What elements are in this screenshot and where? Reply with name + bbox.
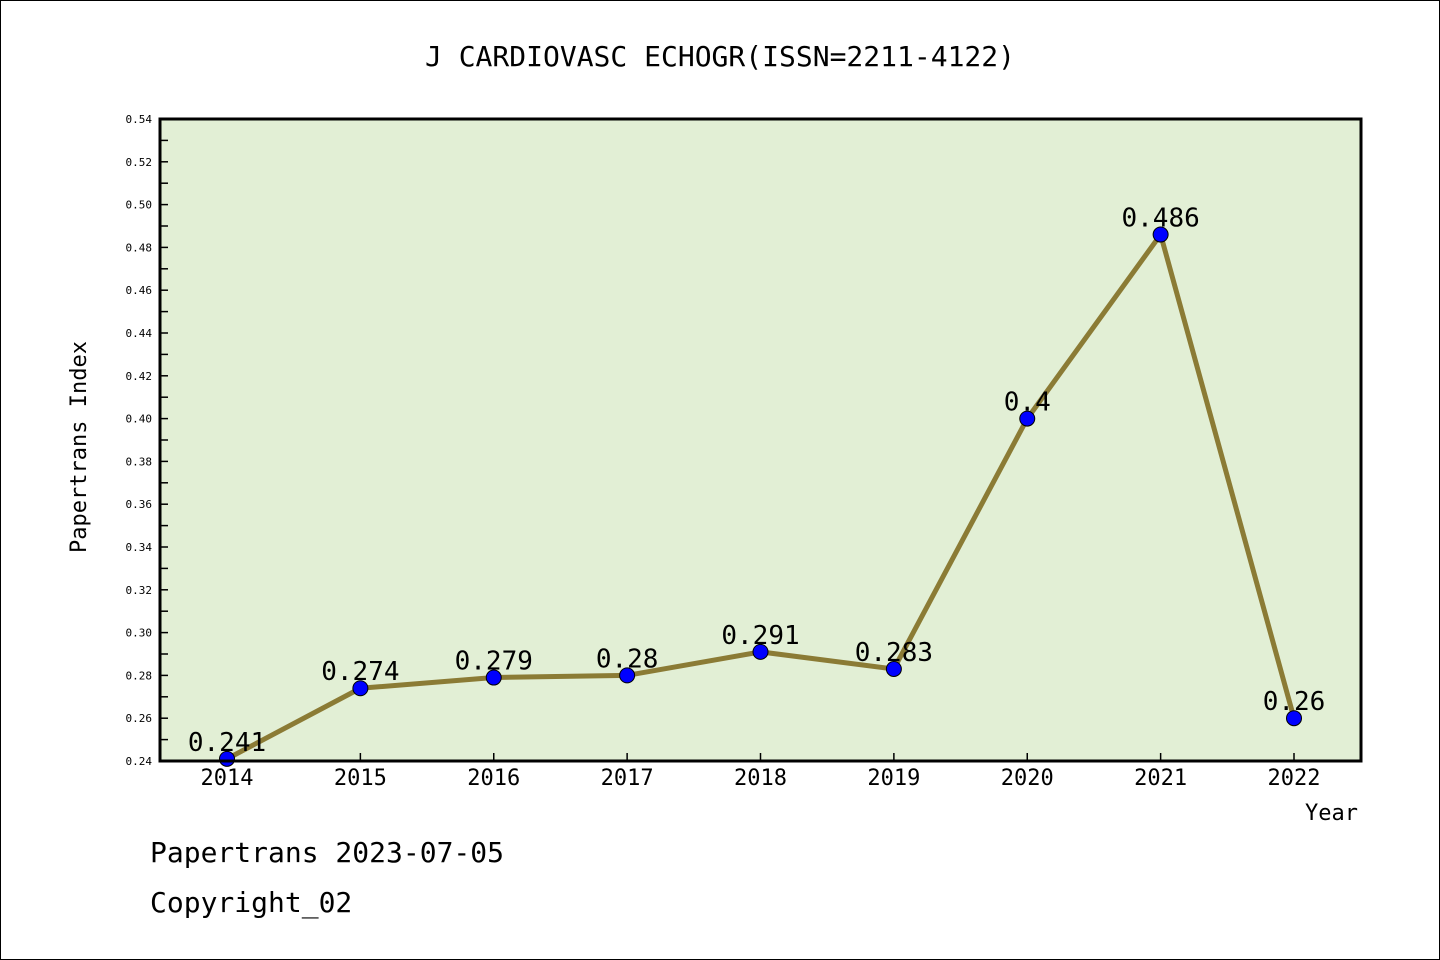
data-point	[885, 660, 902, 677]
x-tick-label: 2016	[467, 766, 520, 791]
data-point	[352, 680, 369, 697]
y-tick-label: 0.52	[126, 156, 153, 169]
x-tick-label: 2017	[601, 766, 654, 791]
y-axis-label: Papertrans Index	[67, 341, 92, 553]
y-tick-label: 0.24	[126, 755, 153, 768]
y-tick-label: 0.40	[126, 413, 153, 426]
y-tick-label: 0.30	[126, 627, 153, 640]
y-tick-label: 0.42	[126, 370, 153, 383]
data-point	[1286, 710, 1302, 727]
x-tick-label: 2018	[734, 766, 787, 791]
chart-title: J CARDIOVASC ECHOGR(ISSN=2211-4122)	[425, 40, 1015, 73]
y-tick-label: 0.26	[126, 712, 153, 725]
data-point	[219, 750, 235, 767]
data-point	[619, 667, 636, 684]
x-tick-label: 2019	[867, 766, 920, 791]
plot-border	[158, 117, 1363, 763]
y-tick-label: 0.48	[126, 241, 153, 254]
y-tick-label: 0.50	[126, 199, 153, 212]
x-tick-label: 2020	[1001, 766, 1054, 791]
data-point	[1019, 410, 1036, 427]
x-axis-label: Year	[1305, 801, 1358, 826]
y-tick-label: 0.34	[126, 541, 153, 554]
footer-date: Papertrans 2023-07-05	[150, 836, 505, 869]
x-tick-label: 2014	[201, 766, 254, 791]
data-label: 0.28	[596, 644, 659, 674]
y-tick-label: 0.38	[126, 455, 153, 468]
data-point	[1152, 226, 1169, 243]
data-label: 0.291	[721, 621, 799, 651]
data-label: 0.486	[1121, 204, 1199, 234]
data-point	[485, 669, 502, 686]
data-label: 0.4	[1004, 388, 1051, 418]
y-tick-label: 0.44	[126, 327, 153, 340]
y-tick-label: 0.54	[126, 113, 153, 126]
y-tick-label: 0.28	[126, 669, 153, 682]
y-tick-label: 0.46	[126, 284, 153, 297]
y-tick-label: 0.32	[126, 584, 153, 597]
data-label: 0.26	[1263, 687, 1326, 717]
data-label: 0.283	[855, 638, 933, 668]
data-label: 0.279	[455, 647, 533, 677]
x-tick-label: 2015	[334, 766, 387, 791]
data-point	[752, 643, 769, 660]
x-tick-label: 2022	[1268, 766, 1321, 791]
y-tick-label: 0.36	[126, 498, 153, 511]
data-label: 0.241	[188, 728, 266, 758]
x-tick-label: 2021	[1134, 766, 1187, 791]
data-label: 0.274	[321, 657, 399, 687]
footer-copyright: Copyright_02	[150, 886, 353, 919]
